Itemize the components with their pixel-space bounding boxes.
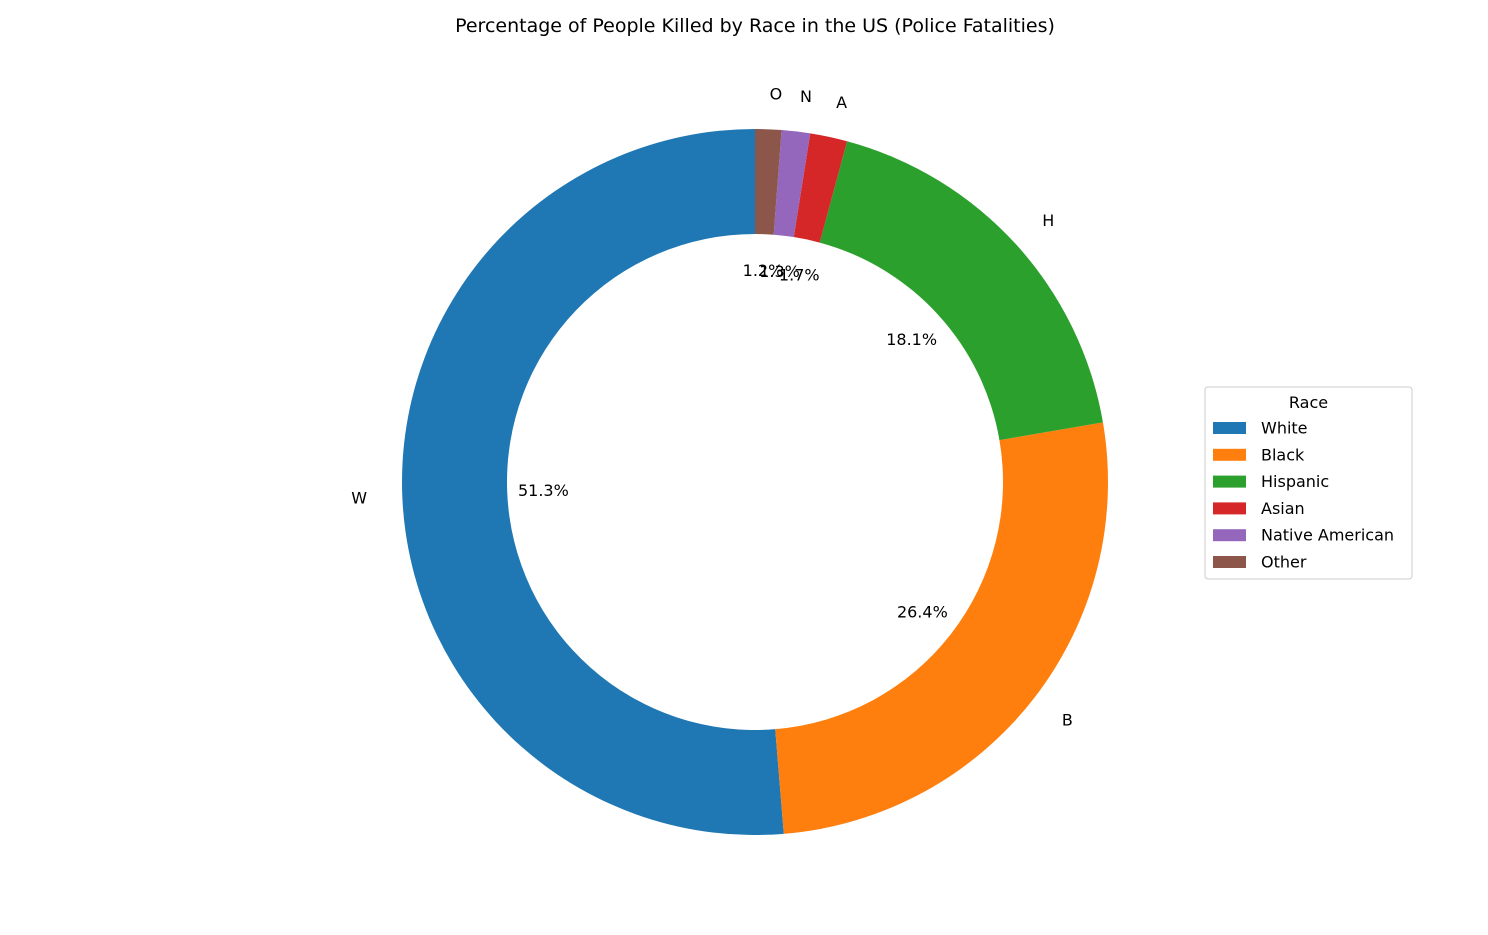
- legend-swatch-hispanic: [1213, 475, 1246, 488]
- slice-label-hispanic: H: [1042, 211, 1054, 230]
- legend-frame: [1204, 386, 1413, 580]
- pie-slices: [401, 129, 1108, 835]
- legend-label-other: Other: [1261, 553, 1307, 572]
- legend-label-asian: Asian: [1261, 499, 1305, 518]
- percent-label-asian: 1.7%: [779, 265, 820, 284]
- pie-slice-hispanic: [819, 141, 1103, 441]
- slice-label-native-american: N: [800, 87, 812, 106]
- legend-swatch-black: [1213, 448, 1246, 461]
- slice-label-other: O: [770, 84, 783, 103]
- slice-label-asian: A: [836, 93, 847, 112]
- chart-title: Percentage of People Killed by Race in t…: [455, 15, 1055, 37]
- percent-label-hispanic: 18.1%: [886, 330, 937, 349]
- percent-label-black: 26.4%: [897, 602, 948, 621]
- percent-label-native-american: 1.3%: [759, 262, 800, 281]
- legend-items: White Black Hispanic Asian Native American Ot…: [1213, 419, 1394, 572]
- pie-slice-white: [401, 129, 784, 835]
- legend-label-black: Black: [1261, 445, 1305, 464]
- legend-swatch-other: [1213, 556, 1246, 568]
- pie-slice-black: [775, 422, 1108, 834]
- percent-label-other: 1.2%: [743, 261, 784, 280]
- percent-label-white: 51.3%: [518, 481, 569, 500]
- legend-swatch-white: [1213, 422, 1246, 434]
- legend-swatch-asian: [1213, 502, 1246, 515]
- pie-slice-native-american: [773, 130, 811, 238]
- legend-title: Race: [1289, 393, 1328, 412]
- pie-slice-other: [755, 129, 782, 235]
- legend-swatch-native-american: [1213, 529, 1246, 542]
- slice-label-white: W: [351, 488, 367, 507]
- legend-label-white: White: [1261, 419, 1308, 438]
- percentage-labels: 51.3% 26.4% 18.1% 1.7%1.3%1.2%: [518, 261, 948, 621]
- pie-slice-asian: [793, 133, 848, 243]
- legend-label-native-american: Native American: [1261, 526, 1394, 545]
- slice-label-black: B: [1062, 710, 1073, 729]
- legend: Race White Black Hispanic Asian Native Ameri…: [1204, 386, 1413, 580]
- legend-label-hispanic: Hispanic: [1261, 472, 1329, 491]
- slice-labels: W B H A NO: [351, 84, 1073, 729]
